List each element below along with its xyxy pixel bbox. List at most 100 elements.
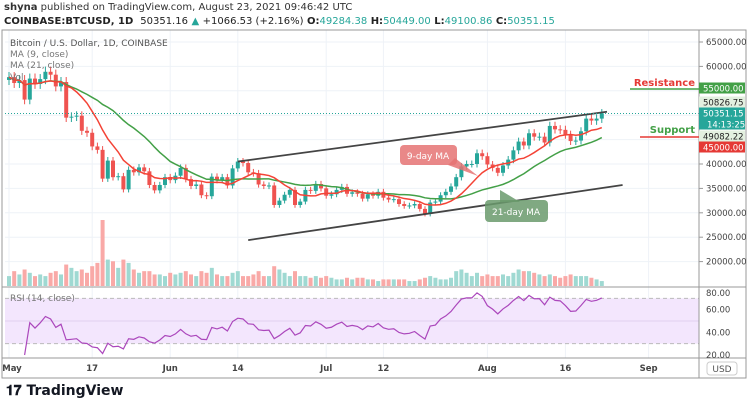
ma21-callout-pointer bbox=[500, 190, 520, 202]
candle-body bbox=[194, 184, 199, 186]
volume-bar bbox=[521, 271, 526, 286]
up-arrow-icon: ▲ bbox=[191, 16, 200, 27]
candle-body bbox=[480, 153, 485, 157]
volume-bar bbox=[339, 279, 344, 286]
volume-bar bbox=[490, 276, 495, 286]
resistance-label: Resistance bbox=[634, 78, 695, 89]
volume-bar bbox=[79, 269, 84, 286]
volume-bar bbox=[553, 276, 557, 286]
legend-vol[interactable]: Vol bbox=[10, 73, 23, 83]
candle-body bbox=[189, 179, 193, 186]
candle-body bbox=[121, 176, 126, 190]
countdown-label: 14:13:25 bbox=[707, 121, 745, 131]
candle-body bbox=[464, 164, 469, 167]
volume-bar bbox=[319, 277, 323, 286]
volume-bar bbox=[386, 279, 391, 286]
currency-button[interactable]: USD bbox=[706, 361, 738, 376]
legend-title: Bitcoin / U.S. Dollar, 1D, COINBASE bbox=[10, 39, 168, 49]
volume-bar bbox=[506, 276, 511, 286]
candle-body bbox=[267, 185, 271, 187]
volume-bar bbox=[511, 272, 516, 286]
volume-bar bbox=[90, 266, 95, 286]
volume-bar bbox=[43, 276, 48, 286]
volume-bar bbox=[157, 274, 162, 286]
volume-bar bbox=[33, 276, 37, 286]
volume-bar bbox=[204, 272, 209, 286]
time-tick-label: Sep bbox=[640, 364, 658, 374]
volume-bar bbox=[111, 261, 115, 286]
volume-bar bbox=[324, 276, 329, 286]
candle-body bbox=[365, 194, 370, 199]
candle-body bbox=[293, 189, 297, 205]
candle-body bbox=[152, 184, 157, 191]
close-label: C: bbox=[495, 16, 508, 27]
volume-bar bbox=[547, 274, 552, 286]
price-label-bg bbox=[699, 141, 745, 153]
candle-body bbox=[469, 164, 474, 165]
author: shyna bbox=[4, 2, 38, 13]
volume-bar bbox=[599, 281, 604, 286]
candle-body bbox=[209, 176, 214, 197]
volume-bar bbox=[95, 262, 100, 286]
price-tick-label: 60000.00 bbox=[706, 62, 747, 72]
volume-bar bbox=[459, 269, 464, 286]
candle-body bbox=[69, 116, 74, 118]
volume-bar bbox=[391, 279, 396, 286]
volume-bar bbox=[428, 276, 433, 286]
candle-body bbox=[521, 141, 526, 146]
volume-bar bbox=[100, 220, 105, 286]
legend-rsi[interactable]: RSI (14, close) bbox=[10, 294, 75, 304]
volume-bar bbox=[126, 262, 131, 286]
volume-bar bbox=[495, 276, 500, 286]
legend-ma9[interactable]: MA (9, close) bbox=[10, 50, 68, 60]
candle-body bbox=[85, 130, 89, 133]
candle-body bbox=[355, 192, 360, 194]
time-tick-label: 17 bbox=[86, 364, 98, 374]
volume-bar bbox=[183, 271, 188, 286]
candle-body bbox=[220, 177, 225, 181]
volume-bar bbox=[85, 272, 89, 286]
tradingview-logo[interactable]: 𝟏𝟕 TradingView bbox=[6, 383, 123, 399]
candle-body bbox=[568, 134, 573, 142]
candle-body bbox=[433, 201, 438, 203]
volume-bar bbox=[64, 264, 69, 286]
volume-bar bbox=[215, 274, 219, 286]
chart-frame bbox=[1, 29, 747, 379]
volume-bar bbox=[532, 272, 537, 286]
logo-text: TradingView bbox=[26, 383, 124, 399]
volume-bar bbox=[287, 276, 292, 286]
price-tick-label: 40000.00 bbox=[706, 160, 747, 170]
volume-bar bbox=[152, 274, 157, 286]
price-tick-label: 35000.00 bbox=[706, 184, 747, 194]
candle-body bbox=[329, 194, 334, 196]
close-value: 50351.15 bbox=[507, 16, 555, 27]
candle-body bbox=[495, 167, 500, 173]
volume-bar bbox=[22, 269, 27, 286]
candle-body bbox=[308, 189, 313, 191]
candle-body bbox=[100, 149, 105, 179]
volume-bar bbox=[137, 272, 141, 286]
candle-body bbox=[547, 125, 552, 143]
volume-bar bbox=[74, 271, 79, 286]
candle-body bbox=[563, 129, 568, 135]
time-tick-label: Jun bbox=[162, 364, 178, 374]
volume-bar bbox=[12, 271, 17, 286]
time-tick-label: Aug bbox=[478, 364, 497, 374]
volume-bar bbox=[163, 276, 167, 286]
price-label: 49082.22 bbox=[703, 133, 744, 143]
candle-body bbox=[241, 161, 245, 164]
axes: 20000.00 25000.00 30000.00 35000.00 40000.00… bbox=[2, 38, 746, 374]
low-value: 49100.86 bbox=[444, 16, 493, 27]
price-tick-label: 20000.00 bbox=[706, 258, 747, 268]
candle-body bbox=[230, 168, 235, 186]
rsi-line bbox=[24, 292, 603, 356]
legend-ma21[interactable]: MA (21, close) bbox=[10, 61, 74, 71]
volume-bar bbox=[199, 271, 204, 286]
volume-bar bbox=[48, 272, 53, 286]
volume-bar bbox=[501, 274, 505, 286]
candle-body bbox=[272, 185, 277, 205]
candle-body bbox=[391, 199, 396, 201]
volume-bar bbox=[579, 276, 583, 286]
currency-label[interactable]: USD bbox=[712, 365, 731, 375]
